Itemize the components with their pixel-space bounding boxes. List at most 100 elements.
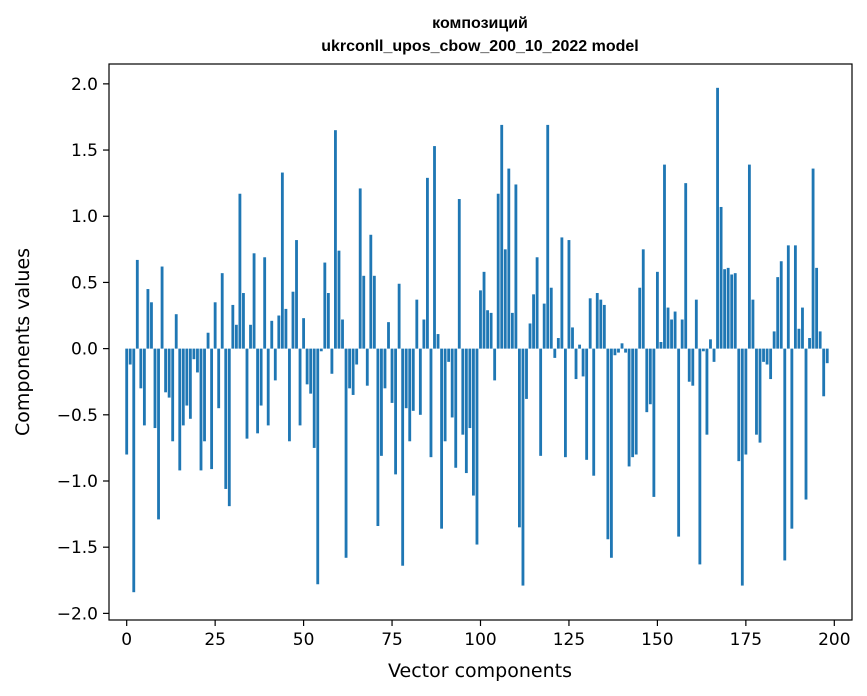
bar [369,234,373,349]
x-tick-label: 75 [381,630,403,650]
bar [362,275,366,349]
bar [709,339,712,349]
bar [464,348,468,474]
bar [772,331,776,349]
bar [670,319,673,349]
bar [302,318,306,349]
bar [171,348,175,442]
bar [716,87,719,349]
bar [397,283,401,349]
bar [192,348,196,360]
y-tick-label: −1.0 [57,472,98,492]
bar [128,348,132,365]
bar [125,348,129,455]
bar [181,348,185,426]
bar [277,315,281,349]
bar [479,290,482,349]
bar [673,311,677,349]
bar [627,348,631,467]
x-tick-label: 125 [553,630,585,650]
bar [790,348,794,529]
bar [185,348,189,406]
bar [571,327,574,349]
bar [220,273,224,349]
bar [291,291,295,349]
bar [288,348,291,442]
bar [408,348,412,442]
x-tick-label: 200 [818,630,850,650]
bar [510,312,514,349]
bar [372,275,376,349]
bar [468,348,472,429]
bar [139,348,143,389]
bar [680,319,684,349]
bar [266,348,270,426]
bar [786,245,790,349]
bar [609,348,613,558]
chart-title-line2: ukrconll_upos_cbow_200_10_2022 model [321,38,638,55]
bar [461,348,465,435]
bar [514,184,518,349]
bar [309,348,313,394]
bar [762,348,765,362]
bar [535,257,539,349]
bar [797,328,801,349]
bar [330,348,334,374]
bar [429,348,433,458]
bar [415,299,419,349]
bar [418,348,422,415]
bar [755,348,758,435]
bar [259,348,263,406]
bar [238,193,242,349]
bar [210,348,214,470]
bar [698,348,702,565]
bar [411,348,415,411]
bar [489,312,493,349]
bar [804,348,808,500]
bar [426,177,429,349]
bar [574,348,578,380]
bar [323,262,327,349]
chart-title-line1: композиций [432,15,528,32]
bar [525,348,528,399]
bar [157,348,160,520]
bar [539,348,543,456]
bar [765,348,769,365]
bar [740,348,744,586]
bar [344,348,348,558]
bar [694,299,698,349]
bar [252,253,256,349]
y-tick-label: 2.0 [71,75,98,95]
bar [394,348,397,475]
x-tick-label: 0 [121,630,132,650]
bar [769,348,773,380]
bar [691,348,695,386]
bar [153,348,157,429]
bar [355,348,359,365]
bar [475,348,479,545]
bar [730,274,734,349]
bar [493,348,497,381]
bar [135,259,139,349]
bar [174,314,178,349]
bar [383,348,387,389]
bar [387,322,390,349]
bar [808,338,811,349]
bar [546,124,550,349]
bar [620,343,624,349]
bar [549,287,553,349]
bar [518,348,521,528]
bar [507,168,511,349]
bar [457,199,461,349]
bar [602,304,606,349]
bar [723,269,727,349]
bar [486,310,489,349]
bar [334,130,337,349]
bar [472,348,475,496]
bar [641,249,645,349]
bar [634,348,638,455]
bar [779,261,783,349]
x-tick-label: 150 [641,630,673,650]
bar [203,348,206,442]
